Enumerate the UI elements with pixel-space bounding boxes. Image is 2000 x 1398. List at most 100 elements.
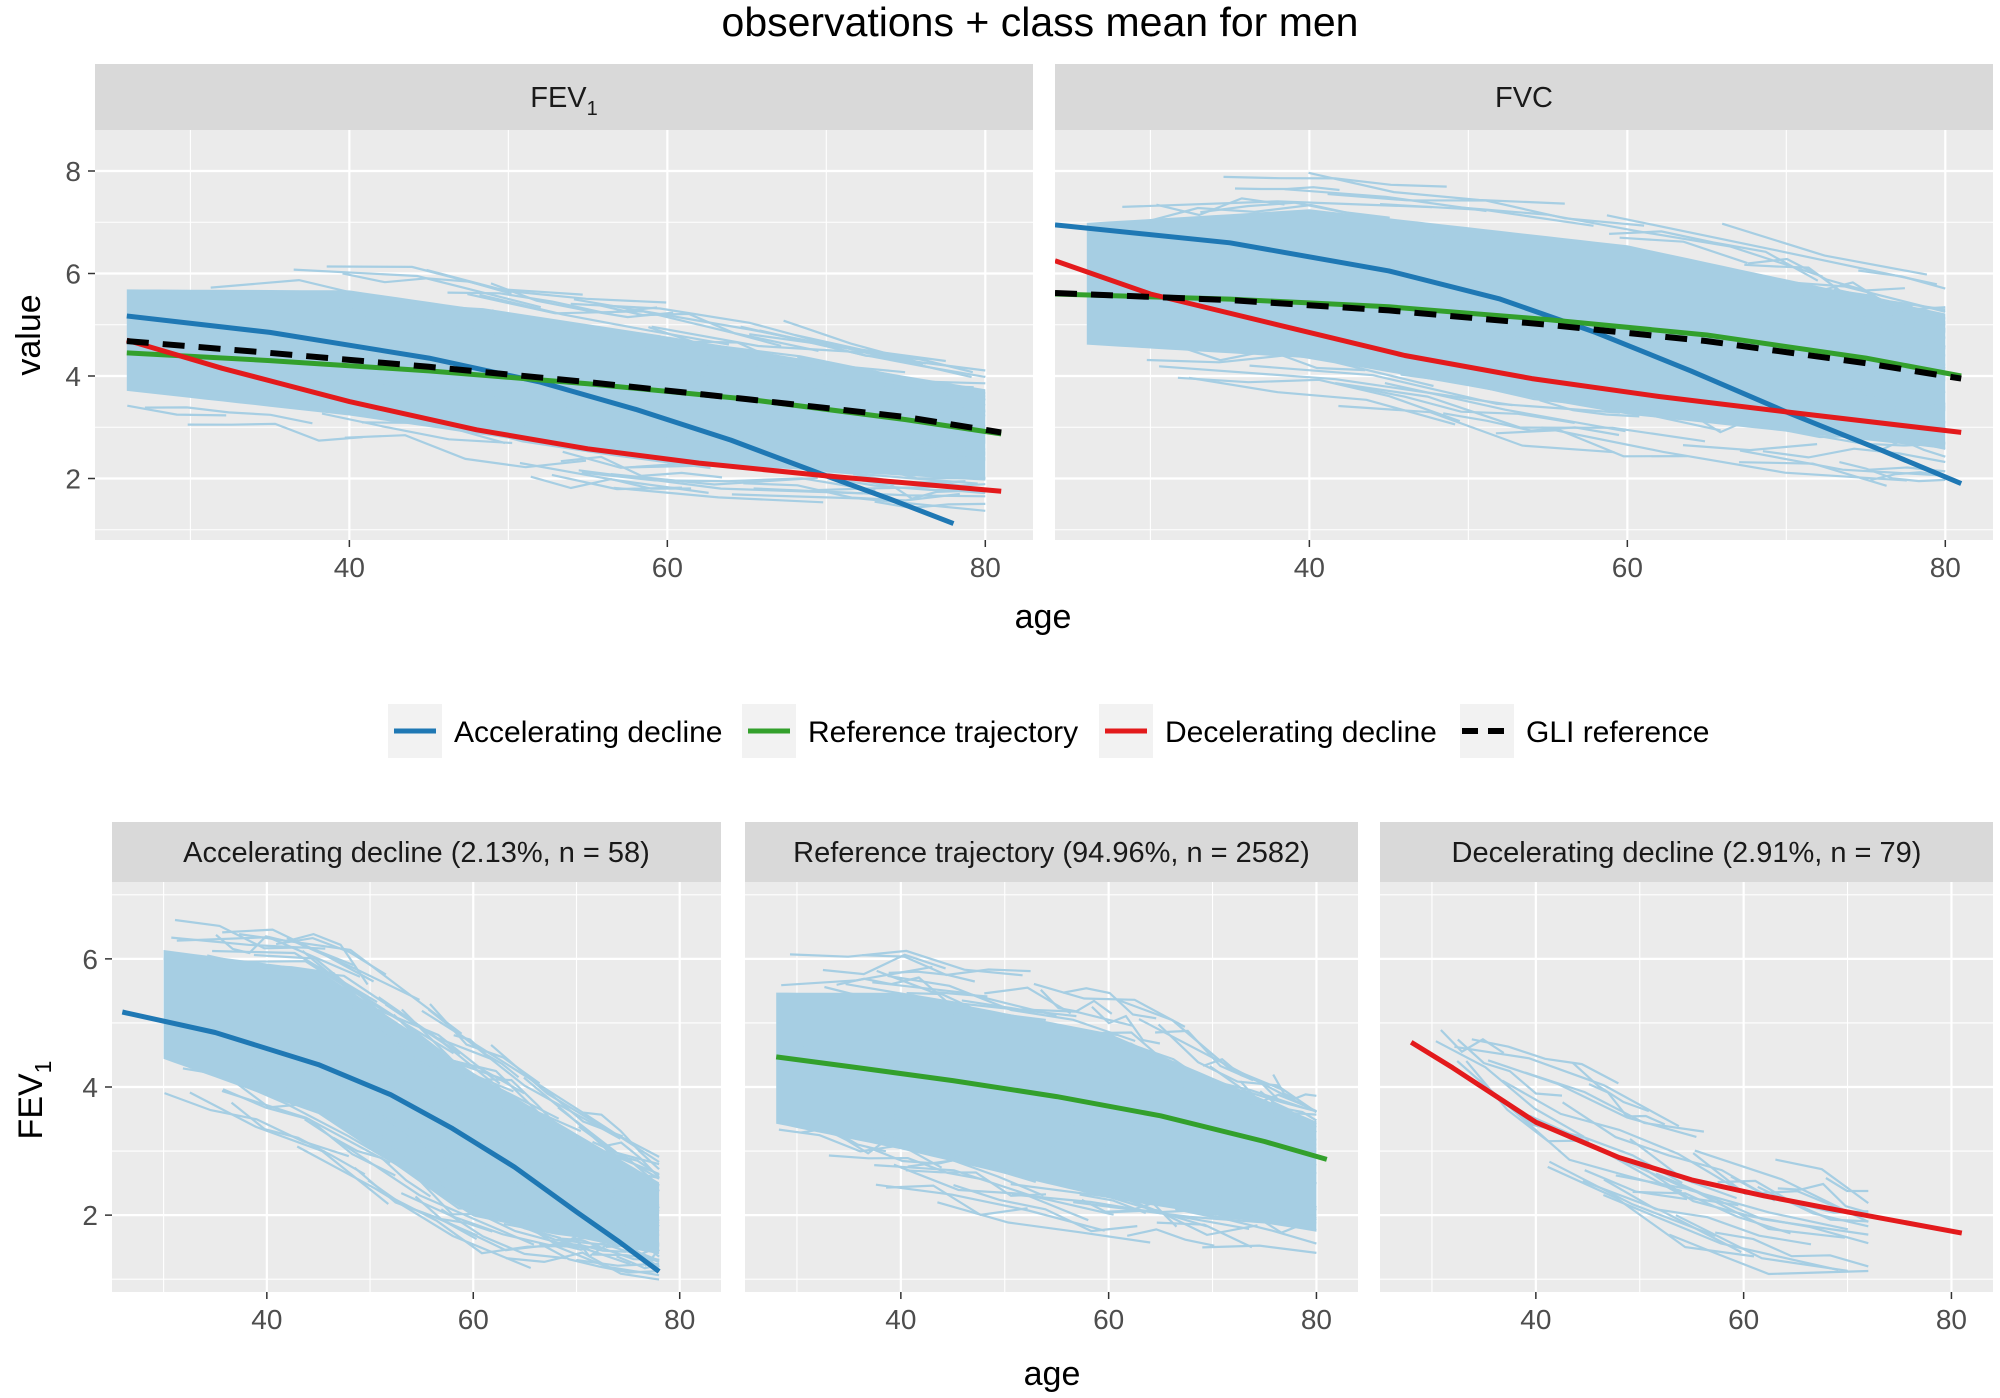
observation-line	[658, 391, 888, 435]
observation-line	[1561, 1101, 1776, 1202]
observation-line	[1051, 1177, 1288, 1214]
facet-strip-label: Decelerating decline (2.91%, n = 79)	[1452, 837, 1922, 869]
observation-line	[835, 1126, 933, 1149]
y-tick-label: 2	[82, 1200, 98, 1231]
observation-line	[1857, 378, 1946, 398]
observation-line	[847, 1023, 1076, 1058]
observation-line	[1222, 1179, 1304, 1202]
observation-line	[1825, 1177, 1869, 1193]
observation-line	[1126, 1228, 1215, 1247]
observation-line	[1495, 429, 1688, 458]
observation-line	[1371, 357, 1642, 412]
observation-line	[686, 423, 977, 444]
observation-line	[1327, 192, 1645, 227]
observation-line	[882, 1037, 1010, 1053]
facet-strip-text: FEV	[530, 82, 587, 114]
observation-line	[575, 1192, 660, 1213]
observation-line	[888, 970, 976, 983]
observation-line	[290, 304, 499, 327]
observation-line	[789, 949, 1023, 977]
observation-line	[906, 992, 1046, 1022]
observation-line	[1296, 246, 1552, 281]
x-tick-label: 80	[1301, 1304, 1332, 1335]
observation-line	[1159, 365, 1513, 407]
observation-line	[347, 1105, 452, 1187]
observation-line	[1388, 253, 1629, 282]
observation-core	[163, 950, 660, 1255]
observation-line	[196, 981, 284, 997]
observation-line	[1715, 1231, 1869, 1268]
observation-line	[321, 412, 513, 445]
observation-line	[944, 1074, 1008, 1107]
observation-line	[953, 1184, 1138, 1233]
observation-line	[1777, 1182, 1869, 1214]
observation-line	[1171, 217, 1422, 229]
observation-line	[1284, 188, 1487, 213]
observation-line	[1050, 1050, 1150, 1095]
observation-line	[1177, 376, 1461, 423]
observation-line	[1131, 310, 1444, 331]
observation-line	[1528, 1114, 1739, 1207]
x-tick-label: 40	[334, 552, 365, 583]
observation-line	[554, 1241, 660, 1269]
observation-line	[797, 355, 986, 385]
observation-line	[1048, 1062, 1277, 1134]
observation-line	[822, 1035, 1038, 1073]
facet-strip	[95, 64, 1033, 130]
observation-line	[1026, 1018, 1161, 1065]
observation-line	[757, 444, 986, 461]
observation-line	[1668, 1233, 1869, 1276]
observation-line	[1781, 284, 1903, 315]
observation-line	[1833, 308, 1946, 331]
observation-line	[256, 313, 467, 335]
observation-line	[841, 1123, 1015, 1174]
observation-line	[1501, 1079, 1738, 1190]
observation-line	[127, 404, 227, 417]
observation-line	[611, 362, 712, 384]
observation-line	[421, 1009, 660, 1163]
observation-line	[929, 1007, 1167, 1073]
observation-line	[1518, 259, 1620, 274]
facet-strip-label: FEV1	[530, 82, 598, 120]
x-tick-label: 80	[970, 552, 1001, 583]
observation-line	[573, 298, 927, 365]
observation-line	[1432, 365, 1599, 407]
observation-line	[443, 1219, 631, 1266]
observation-line	[931, 1095, 1109, 1143]
observation-line	[822, 953, 946, 976]
observation-line	[1685, 272, 1946, 330]
observation-line	[886, 481, 986, 500]
series-line-accelerating	[121, 1009, 661, 1274]
observation-line	[466, 1177, 584, 1227]
observation-line	[376, 1114, 488, 1195]
observation-line	[296, 984, 485, 1088]
observation-line	[1792, 281, 1913, 308]
observation-line	[684, 447, 986, 460]
facet-strip	[1380, 822, 1993, 882]
observation-line	[1192, 230, 1411, 253]
observation-line	[1209, 1177, 1317, 1212]
observation-line	[1659, 344, 1889, 381]
observation-line	[1677, 377, 1946, 409]
legend-label: Decelerating decline	[1165, 716, 1437, 749]
observation-line	[1379, 203, 1594, 227]
x-axis-label: age	[1015, 598, 1072, 636]
observation-line	[1746, 355, 1865, 370]
observation-line	[1739, 449, 1946, 477]
observation-line	[608, 1214, 660, 1235]
observation-line	[716, 351, 986, 395]
observation-line	[1644, 252, 1946, 313]
y-tick-label: 6	[65, 259, 81, 290]
observation-line	[326, 265, 583, 296]
observation-line	[1270, 1101, 1317, 1116]
observation-line	[905, 1169, 1047, 1197]
observation-line	[1304, 276, 1535, 319]
observation-line	[937, 1201, 1151, 1244]
x-tick-label: 60	[652, 552, 683, 583]
y-tick-label: 6	[82, 944, 98, 975]
observation-line	[1228, 1144, 1317, 1186]
observation-line	[1266, 1115, 1317, 1145]
observation-line	[541, 329, 906, 374]
observation-line	[1858, 269, 1946, 290]
observation-line	[728, 436, 986, 456]
